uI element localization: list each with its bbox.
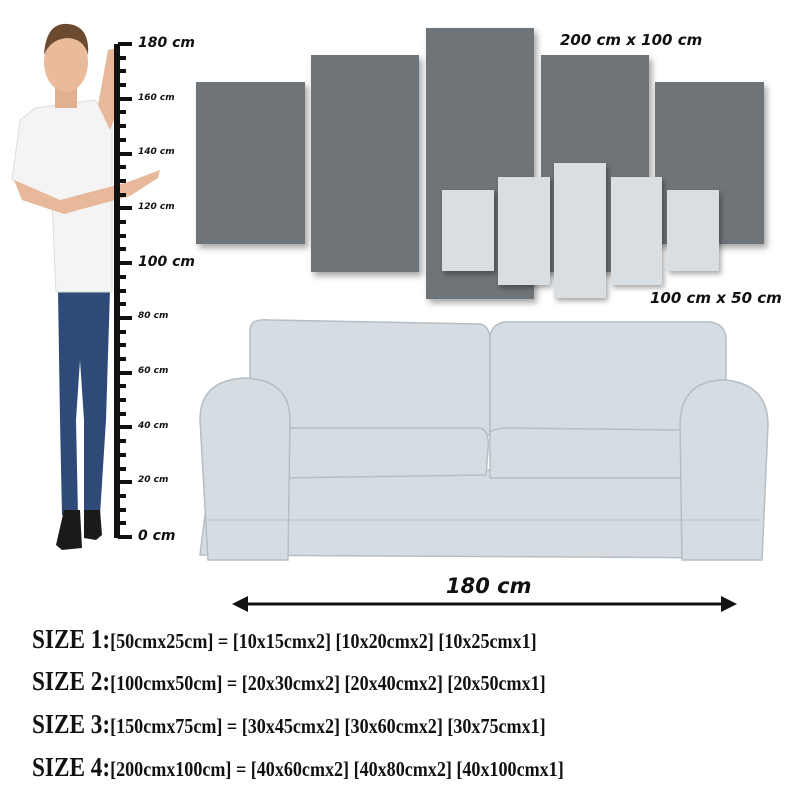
ruler-tick (118, 165, 126, 170)
ruler-tick (118, 480, 132, 485)
ruler-tick (118, 507, 126, 512)
height-ruler (114, 44, 120, 538)
ruler-label-180: 180 cm (138, 35, 195, 51)
ruler-label-40: 40 cm (138, 421, 169, 431)
size-value: [150cmx75cm] = [30x45cmx2] [30x60cmx2] [… (110, 714, 546, 738)
ruler-tick (118, 356, 126, 361)
ruler-tick (118, 192, 126, 197)
ruler-tick (118, 110, 126, 115)
size-key: SIZE 2: (32, 666, 111, 696)
ruler-tick (118, 466, 126, 471)
ruler-tick (118, 535, 132, 539)
large-canvas-panel-2 (311, 55, 419, 272)
ruler-tick (118, 302, 126, 307)
large-canvas-panel-1 (196, 82, 305, 244)
size-key: SIZE 1: (32, 624, 111, 654)
ruler-tick (118, 370, 132, 375)
ruler-tick (118, 124, 126, 129)
ruler-tick (118, 42, 132, 46)
sofa-width-arrow (232, 596, 737, 612)
size-option-3: SIZE 3:[150cmx75cm] = [30x45cmx2] [30x60… (32, 709, 546, 740)
small-canvas-panel-5 (667, 190, 719, 271)
ruler-tick (118, 151, 132, 156)
ruler-tick (118, 261, 132, 266)
ruler-tick (118, 247, 126, 252)
ruler-tick (118, 493, 126, 498)
ruler-label-100: 100 cm (138, 254, 195, 270)
ruler-tick (118, 55, 126, 60)
ruler-tick (118, 329, 126, 334)
size-key: SIZE 4: (32, 752, 111, 782)
large-set-dimension-label: 200 cm x 100 cm (560, 31, 703, 49)
ruler-tick (118, 220, 126, 225)
small-set-dimension-label: 100 cm x 50 cm (650, 289, 782, 307)
ruler-tick (118, 398, 126, 403)
ruler-tick (118, 178, 126, 183)
small-canvas-panel-3 (554, 163, 606, 298)
ruler-label-160: 160 cm (138, 93, 175, 103)
ruler-tick (118, 439, 126, 444)
ruler-tick (118, 137, 126, 142)
size-value: [50cmx25cm] = [10x15cmx2] [10x20cmx2] [1… (110, 629, 537, 653)
person-figure (11, 23, 160, 550)
ruler-tick (118, 315, 132, 320)
sofa-width-label: 180 cm (446, 574, 532, 598)
ruler-label-20: 20 cm (138, 475, 169, 485)
size-value: [100cmx50cm] = [20x30cmx2] [20x40cmx2] [… (110, 671, 546, 695)
small-canvas-panel-2 (498, 177, 550, 285)
ruler-label-60: 60 cm (138, 366, 169, 376)
sofa-illustration (199, 318, 769, 561)
ruler-label-80: 80 cm (138, 311, 169, 321)
size-value: [200cmx100cm] = [40x60cmx2] [40x80cmx2] … (110, 757, 564, 781)
ruler-tick (118, 83, 126, 88)
small-canvas-panel-1 (442, 190, 494, 271)
ruler-tick (118, 274, 126, 279)
ruler-label-120: 120 cm (138, 202, 175, 212)
size-key: SIZE 3: (32, 709, 111, 739)
small-canvas-panel-4 (611, 177, 662, 285)
ruler-tick (118, 288, 126, 293)
ruler-label-140: 140 cm (138, 147, 175, 157)
ruler-tick (118, 452, 126, 457)
ruler-tick (118, 69, 126, 74)
ruler-tick (118, 206, 132, 211)
ruler-tick (118, 384, 126, 389)
size-option-2: SIZE 2:[100cmx50cm] = [20x30cmx2] [20x40… (32, 666, 546, 697)
ruler-tick (118, 411, 126, 416)
size-option-1: SIZE 1:[50cmx25cm] = [10x15cmx2] [10x20c… (32, 624, 537, 655)
size-option-4: SIZE 4:[200cmx100cm] = [40x60cmx2] [40x8… (32, 752, 564, 783)
ruler-tick (118, 343, 126, 348)
ruler-label-0: 0 cm (138, 528, 176, 544)
ruler-tick (118, 96, 132, 101)
ruler-tick (118, 521, 126, 526)
ruler-tick (118, 425, 132, 430)
ruler-tick (118, 233, 126, 238)
